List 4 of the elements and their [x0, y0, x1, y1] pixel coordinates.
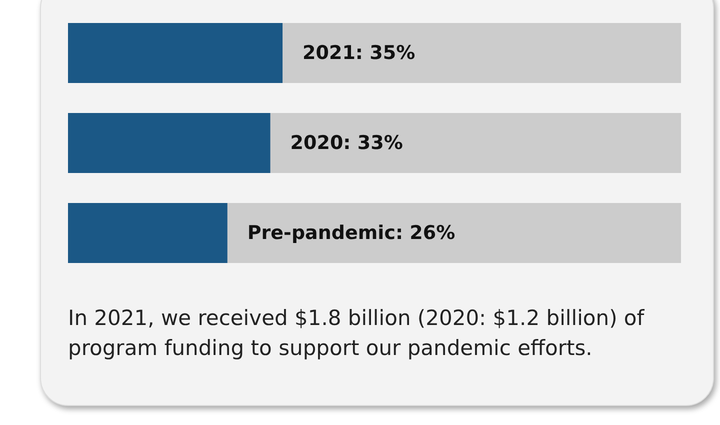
data-label: 2020: 33% [290, 132, 403, 154]
data-label: Pre-pandemic: 26% [247, 222, 456, 244]
data-label: 2021: 35% [302, 42, 416, 64]
text: In 2021, we received $1.8 billion (2020: $1.2 billion) of program funding to support our pandemic efforts. [68, 305, 646, 362]
